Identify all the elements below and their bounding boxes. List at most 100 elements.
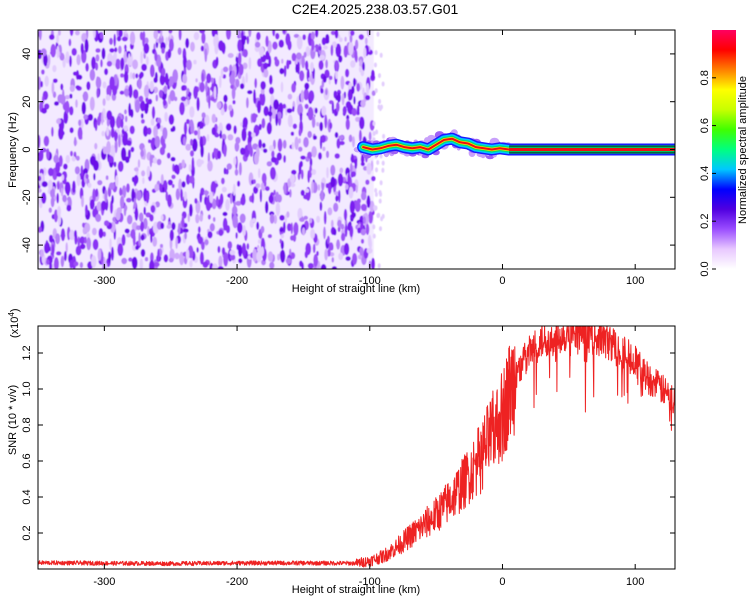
- noise-speck: [270, 156, 277, 163]
- noise-speck: [53, 257, 59, 269]
- noise-speck: [76, 155, 80, 161]
- noise-speck: [100, 59, 103, 68]
- noise-speck: [229, 254, 236, 261]
- noise-speck: [171, 184, 175, 188]
- noise-speck: [238, 52, 242, 66]
- noise-speck: [143, 191, 146, 197]
- noise-speck: [86, 237, 92, 251]
- noise-speck: [265, 186, 270, 192]
- signal-band-red: [362, 137, 675, 151]
- noise-speck: [63, 251, 67, 262]
- noise-speck: [188, 164, 192, 173]
- noise-speck: [381, 167, 385, 173]
- noise-speck: [154, 51, 158, 62]
- noise-speck: [223, 102, 228, 113]
- noise-speck: [349, 200, 355, 214]
- noise-speck: [347, 222, 351, 231]
- snr-y-ticks: 0.2 0.4 0.6 0.8 1.0 1.2: [21, 345, 675, 541]
- noise-speck: [161, 142, 167, 150]
- noise-speck: [147, 226, 150, 237]
- noise-speck: [123, 71, 129, 84]
- noise-speck: [51, 244, 55, 257]
- noise-speck: [121, 257, 128, 265]
- noise-speck: [295, 63, 299, 73]
- noise-speck: [105, 94, 111, 101]
- snr-scale-suffix: ): [9, 308, 21, 312]
- noise-speck: [234, 168, 239, 176]
- noise-speck: [248, 57, 252, 70]
- noise-speck: [115, 58, 121, 70]
- noise-speck: [223, 94, 228, 103]
- noise-speck: [202, 261, 209, 268]
- noise-speck: [47, 54, 51, 67]
- noise-speck: [333, 228, 337, 236]
- noise-speck: [311, 180, 314, 194]
- noise-speck: [248, 30, 252, 38]
- noise-speck: [354, 39, 359, 50]
- noise-speck: [149, 64, 155, 78]
- noise-speck: [76, 173, 81, 187]
- noise-speck: [241, 127, 247, 142]
- x-tick-label: 100: [626, 275, 644, 287]
- noise-speck: [269, 74, 273, 85]
- noise-speck: [78, 119, 82, 127]
- noise-speck: [102, 146, 108, 155]
- snr-scale-base: (x10: [9, 317, 21, 338]
- noise-speck: [178, 178, 183, 193]
- noise-speck: [61, 174, 65, 181]
- noise-speck: [225, 124, 231, 131]
- noise-speck: [331, 266, 338, 269]
- colorbar-label: Normalized spectral amplitude: [737, 76, 749, 224]
- noise-speck: [301, 227, 306, 236]
- noise-speck: [114, 47, 118, 53]
- noise-speck: [189, 203, 193, 217]
- noise-speck: [183, 191, 188, 202]
- noise-speck: [168, 38, 174, 52]
- spectrogram-x-axis-label: Height of straight line (km): [292, 283, 420, 295]
- noise-speck: [121, 128, 125, 135]
- noise-speck: [164, 72, 169, 86]
- noise-speck: [185, 174, 191, 185]
- noise-speck: [66, 204, 72, 212]
- noise-speck: [119, 90, 125, 95]
- noise-speck: [199, 159, 204, 165]
- noise-speck: [287, 93, 293, 100]
- noise-speck: [235, 232, 238, 239]
- noise-speck: [39, 249, 45, 258]
- noise-speck: [320, 189, 325, 202]
- noise-speck: [49, 50, 56, 56]
- noise-speck: [242, 225, 246, 237]
- noise-speck: [55, 233, 60, 245]
- noise-speck: [106, 126, 110, 137]
- noise-speck: [269, 261, 275, 269]
- noise-speck: [172, 69, 179, 83]
- noise-speck: [284, 105, 288, 116]
- noise-speck: [155, 94, 159, 102]
- noise-speck: [225, 168, 229, 175]
- noise-speck: [77, 236, 81, 248]
- noise-speck: [221, 177, 225, 185]
- noise-speck: [177, 47, 182, 55]
- noise-speck: [355, 116, 360, 122]
- noise-speck: [253, 186, 259, 194]
- noise-speck: [152, 236, 158, 247]
- snr-panel: -300 -200 -100 0 100 0.2 0.4 0.6 0.8 1.0 1.2 Heig…: [7, 308, 676, 596]
- noise-speck: [223, 252, 229, 267]
- noise-speck: [330, 164, 336, 176]
- x-tick-label: 0: [499, 576, 505, 588]
- noise-speck: [323, 211, 327, 225]
- noise-speck: [212, 263, 218, 269]
- noise-speck: [216, 101, 222, 110]
- noise-speck: [223, 144, 227, 157]
- noise-speck: [89, 69, 96, 81]
- noise-speck: [314, 107, 318, 114]
- noise-speck: [163, 85, 168, 94]
- noise-speck: [287, 114, 293, 128]
- noise-speck: [330, 30, 336, 36]
- noise-speck: [75, 99, 78, 108]
- noise-speck: [283, 155, 286, 163]
- noise-speck: [117, 243, 124, 257]
- noise-speck: [160, 42, 166, 51]
- noise-speck: [266, 122, 272, 135]
- noise-speck: [320, 88, 324, 94]
